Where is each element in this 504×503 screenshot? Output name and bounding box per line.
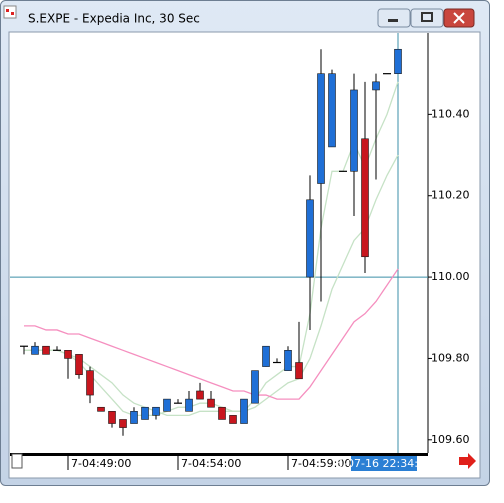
candle-body — [130, 411, 138, 424]
y-tick-label: 110.20 — [431, 189, 470, 202]
crosshair-label: 6-07-16 22:34:00 — [336, 457, 432, 470]
y-tick-label: 109.80 — [431, 351, 470, 364]
app-icon — [3, 5, 17, 19]
candle-body — [152, 406, 160, 416]
candle-body — [97, 406, 105, 412]
x-tick-label: 7-04:49:00 — [71, 457, 131, 470]
candle-body — [42, 345, 50, 355]
y-tick-label: 110.00 — [431, 270, 470, 283]
candle-body — [141, 406, 149, 420]
candle-body — [317, 73, 325, 184]
candle-body — [207, 398, 215, 408]
candle-body — [284, 350, 292, 371]
x-tick-label: 7-04:59:00 — [291, 457, 351, 470]
maximize-button[interactable] — [410, 8, 444, 28]
candle-body — [306, 199, 314, 278]
candle-body — [361, 138, 369, 258]
crosshair-label-box — [351, 456, 417, 471]
candle-body — [218, 406, 226, 420]
candle-body — [75, 354, 83, 376]
minimize-button[interactable] — [377, 8, 411, 28]
candle-body — [372, 81, 380, 91]
scroll-box[interactable] — [11, 453, 23, 469]
x-axis-bar — [10, 453, 428, 456]
candle-body — [262, 345, 270, 367]
scroll-right-arrow[interactable] — [459, 453, 476, 469]
maximize-icon — [421, 12, 433, 22]
window-title: S.EXPE - Expedia Inc, 30 Sec — [28, 12, 200, 26]
candle-body — [251, 370, 259, 404]
y-tick-label: 109.60 — [431, 433, 470, 446]
app-icon-mark — [11, 12, 14, 15]
candle-body — [163, 398, 171, 412]
candle-body — [86, 370, 94, 396]
app-icon-mark — [6, 9, 9, 12]
candle-body — [119, 419, 127, 428]
y-tick-label: 110.40 — [431, 107, 470, 120]
moving-average-line — [24, 154, 399, 417]
moving-average-line — [24, 268, 399, 400]
minimize-icon — [388, 19, 398, 22]
candle-body — [196, 390, 204, 400]
candle-body — [350, 89, 358, 172]
candle-body — [108, 411, 116, 424]
candle-body — [328, 73, 336, 148]
candle-body — [229, 415, 237, 424]
candle-body — [394, 48, 402, 74]
candle-body — [31, 345, 39, 355]
candle-body — [295, 362, 303, 380]
close-icon — [453, 12, 465, 24]
x-tick-label: 7-04:54:00 — [181, 457, 241, 470]
candle-body — [240, 398, 248, 424]
candle-body — [185, 398, 193, 412]
candle-body — [64, 350, 72, 359]
